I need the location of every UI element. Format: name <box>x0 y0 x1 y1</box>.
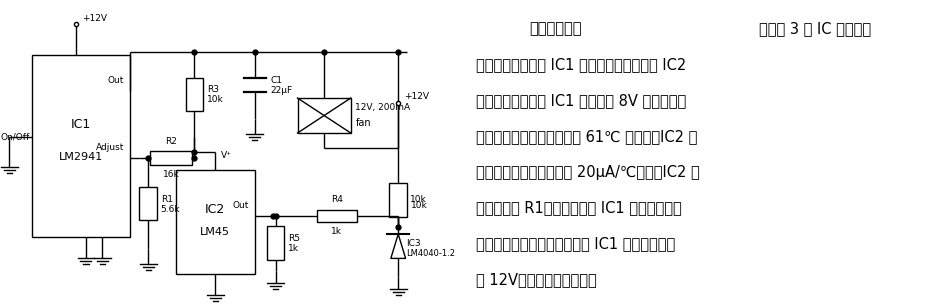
Text: R4: R4 <box>330 195 343 204</box>
Text: Out: Out <box>232 201 249 210</box>
Bar <box>150 151 192 165</box>
Text: 1k: 1k <box>288 244 298 253</box>
Bar <box>185 78 203 111</box>
Text: LM4040-1.2: LM4040-1.2 <box>406 249 455 258</box>
Text: V⁺: V⁺ <box>221 150 231 160</box>
Text: IC2: IC2 <box>205 203 226 216</box>
Text: +12V: +12V <box>81 14 107 23</box>
Text: fan: fan <box>355 118 371 128</box>
Text: 温控风扇电路: 温控风扇电路 <box>529 21 581 36</box>
Text: R2: R2 <box>165 137 177 146</box>
Text: Out: Out <box>108 76 124 85</box>
Text: 22μF: 22μF <box>270 86 293 95</box>
Polygon shape <box>391 234 405 258</box>
Text: 电路由 3 个 IC 和风扇组: 电路由 3 个 IC 和风扇组 <box>758 21 869 36</box>
Bar <box>139 187 157 220</box>
Text: LM2941: LM2941 <box>59 152 103 162</box>
Text: 10k: 10k <box>410 195 426 204</box>
Text: IC1: IC1 <box>71 118 91 130</box>
Text: LM45: LM45 <box>200 227 230 237</box>
Text: 电源电流随温度的上升按 20μA/℃增大，IC2 供: 电源电流随温度的上升按 20μA/℃增大，IC2 供 <box>476 165 700 180</box>
Text: 大，风扇速度呂线性增大。当 IC1 输出电压上升: 大，风扇速度呂线性增大。当 IC1 输出电压上升 <box>476 237 675 251</box>
Bar <box>297 98 350 133</box>
Text: 电电流流经 R1，并使稳压器 IC1 的输出随之增: 电电流流经 R1，并使稳压器 IC1 的输出随之增 <box>476 201 682 216</box>
Text: R3: R3 <box>207 85 219 94</box>
Text: R1: R1 <box>160 195 173 204</box>
Text: R5: R5 <box>288 234 299 243</box>
Bar <box>389 183 407 217</box>
Text: IC3: IC3 <box>406 239 421 248</box>
Text: 5.6k: 5.6k <box>160 205 180 214</box>
Text: 10k: 10k <box>411 201 427 210</box>
Text: On/Off: On/Off <box>1 132 30 141</box>
Text: 成。低压降稳压器 IC1 向风扇和温度传感器 IC2: 成。低压降稳压器 IC1 向风扇和温度传感器 IC2 <box>476 57 686 72</box>
Text: 扇低速运行，当温度上升到 61℃ 以上时，IC2 的: 扇低速运行，当温度上升到 61℃ 以上时，IC2 的 <box>476 129 697 144</box>
Text: 1k: 1k <box>331 227 342 237</box>
Text: C1: C1 <box>270 76 282 85</box>
Bar <box>176 170 255 274</box>
Text: 供电，当温度低时 IC1 向风扇供 8V 电压，使风: 供电，当温度低时 IC1 向风扇供 8V 电压，使风 <box>476 93 686 108</box>
Text: +12V: +12V <box>403 92 429 101</box>
Text: 10k: 10k <box>207 95 224 104</box>
Text: 12V, 200mA: 12V, 200mA <box>355 103 410 112</box>
Bar <box>266 226 284 260</box>
Text: Adjust: Adjust <box>95 143 124 152</box>
Text: 到 12V，风扇以满速运行。: 到 12V，风扇以满速运行。 <box>476 272 597 287</box>
Bar <box>32 55 129 237</box>
Bar <box>317 210 356 222</box>
Text: 16k: 16k <box>162 170 179 179</box>
